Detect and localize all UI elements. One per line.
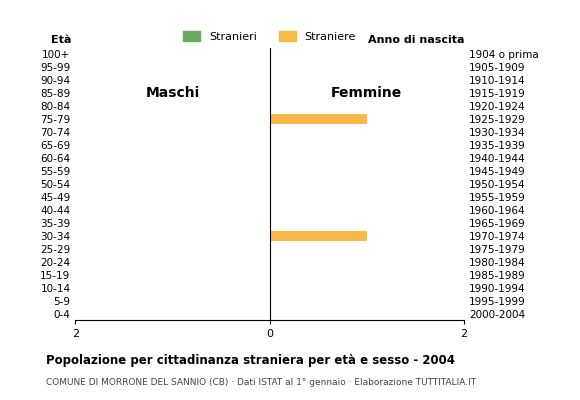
Text: Popolazione per cittadinanza straniera per età e sesso - 2004: Popolazione per cittadinanza straniera p…: [46, 354, 455, 367]
Text: COMUNE DI MORRONE DEL SANNIO (CB) · Dati ISTAT al 1° gennaio · Elaborazione TUTT: COMUNE DI MORRONE DEL SANNIO (CB) · Dati…: [46, 378, 477, 387]
Text: Età: Età: [51, 35, 71, 45]
Text: Femmine: Femmine: [331, 86, 403, 100]
Bar: [270, 231, 367, 241]
Text: Anno di nascita: Anno di nascita: [368, 35, 464, 45]
Legend: Stranieri, Straniere: Stranieri, Straniere: [179, 26, 360, 46]
Bar: [270, 114, 367, 124]
Text: Maschi: Maschi: [146, 86, 200, 100]
